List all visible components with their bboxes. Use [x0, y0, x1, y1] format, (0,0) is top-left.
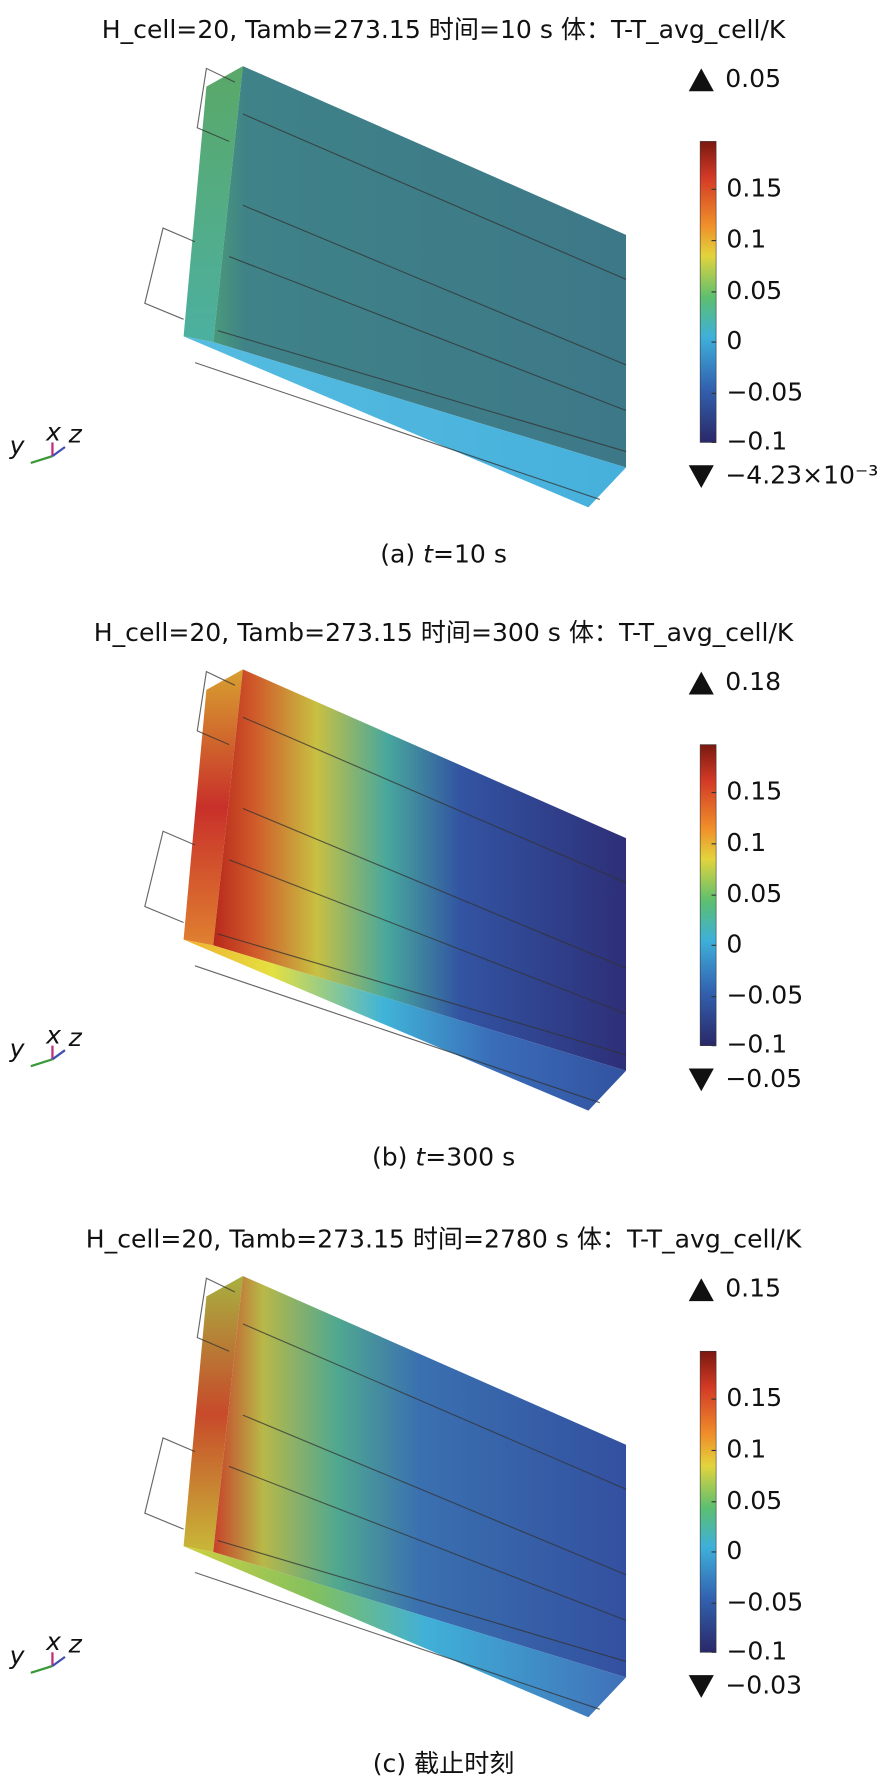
edge-line	[228, 1465, 627, 1621]
colorbar-tick-label: 0.05	[726, 1486, 782, 1515]
caption-part: t	[423, 539, 434, 568]
edge-line	[242, 807, 627, 969]
edge-line	[194, 965, 600, 1104]
tab	[196, 67, 236, 142]
min-marker	[688, 1675, 714, 1698]
caption: (b) t=300 s	[372, 1143, 515, 1172]
bottom-face	[183, 336, 627, 508]
colorbar-tick-label: −0.1	[726, 426, 787, 455]
axis-arrow	[51, 1049, 66, 1061]
left-face	[183, 66, 243, 343]
left-face	[183, 1276, 243, 1552]
edge-line	[217, 933, 627, 1056]
edge-line	[194, 362, 600, 500]
panel: H_cell=20, Tamb=273.15 时间=2780 s 体：T-T_a…	[9, 1225, 804, 1779]
axis-arrow	[51, 1655, 66, 1667]
min-marker	[688, 465, 714, 489]
front-face	[213, 669, 627, 1071]
panel: H_cell=20, Tamb=273.15 时间=10 s 体：T-T_avg…	[9, 15, 879, 569]
axis-arrow	[51, 446, 66, 458]
edge-line	[194, 1571, 600, 1710]
edge-line	[242, 716, 627, 884]
edge-line	[242, 113, 627, 280]
colorbar-tick-label: 0.15	[726, 173, 782, 202]
caption-part: =300 s	[425, 1143, 515, 1172]
battery	[144, 66, 627, 508]
axis-label: x	[45, 1021, 62, 1050]
max-label: 0.15	[725, 1274, 781, 1303]
axis-label: x	[45, 417, 62, 446]
tab	[144, 227, 196, 320]
battery	[144, 669, 627, 1111]
caption-part: t	[415, 1143, 426, 1172]
bottom-face	[183, 939, 627, 1111]
tab	[144, 1437, 196, 1530]
tab	[196, 670, 236, 746]
max-label: 0.05	[725, 64, 781, 93]
caption-part: =10 s	[433, 539, 507, 568]
colorbar-tick-label: 0.05	[726, 276, 782, 305]
colorbar-tick-label: −0.1	[726, 1030, 787, 1059]
axis-arrow	[30, 1058, 53, 1068]
colorbar-tick-label: 0.15	[726, 777, 782, 806]
caption-part: (b)	[372, 1143, 415, 1172]
axis-label: x	[45, 1627, 62, 1656]
panel-title: H_cell=20, Tamb=273.15 时间=300 s 体：T-T_av…	[94, 618, 794, 647]
axis-label: z	[68, 420, 83, 449]
edge-line	[242, 1414, 627, 1576]
colorbar-tick-label: 0	[726, 929, 742, 958]
colorbar-tick-label: −0.1	[726, 1636, 787, 1665]
axis-label: y	[9, 431, 26, 460]
front-face	[213, 66, 627, 468]
axis-arrow	[30, 455, 53, 465]
colorbar-tick-label: 0.1	[726, 1434, 766, 1463]
tab	[144, 830, 196, 924]
caption-part: (c) 截止时刻	[373, 1749, 515, 1778]
min-label: −0.03	[725, 1671, 802, 1700]
colorbar-tick-label: 0.05	[726, 879, 782, 908]
caption: (c) 截止时刻	[373, 1749, 515, 1778]
panel-title: H_cell=20, Tamb=273.15 时间=10 s 体：T-T_avg…	[102, 15, 786, 44]
caption-part: (a)	[380, 539, 423, 568]
axis-label: y	[9, 1641, 26, 1670]
battery	[144, 1276, 627, 1718]
left-face	[183, 669, 243, 946]
panels: H_cell=20, Tamb=273.15 时间=10 s 体：T-T_avg…	[9, 15, 879, 1778]
panel: H_cell=20, Tamb=273.15 时间=300 s 体：T-T_av…	[9, 618, 804, 1172]
axis-label: y	[9, 1034, 26, 1063]
axis-arrow	[30, 1664, 53, 1674]
edge-line	[228, 256, 627, 412]
tab	[196, 1277, 236, 1352]
front-face	[213, 1276, 627, 1678]
edge-line	[217, 1540, 627, 1662]
bottom-face	[183, 1546, 627, 1718]
colorbar-tick-label: 0.1	[726, 225, 766, 254]
min-label: −4.23×10⁻³	[725, 461, 878, 490]
edge-line	[217, 330, 627, 453]
caption: (a) t=10 s	[380, 539, 507, 568]
min-marker	[688, 1068, 714, 1092]
max-marker	[688, 68, 714, 92]
colorbar-tick-label: −0.05	[726, 981, 803, 1010]
max-label: 0.18	[725, 667, 781, 696]
colorbar-tick-label: 0.15	[726, 1383, 782, 1412]
colorbar-tick-label: 0	[726, 326, 742, 355]
axis-label: z	[68, 1629, 83, 1658]
edge-line	[242, 1323, 627, 1490]
edge-line	[228, 859, 627, 1015]
max-marker	[688, 671, 714, 695]
axis-label: z	[68, 1023, 83, 1052]
colorbar-tick-label: 0.1	[726, 828, 766, 857]
max-marker	[688, 1278, 714, 1302]
colorbar-tick-label: 0	[726, 1536, 742, 1565]
panel-title: H_cell=20, Tamb=273.15 时间=2780 s 体：T-T_a…	[86, 1225, 802, 1254]
edge-line	[242, 204, 627, 366]
min-label: −0.05	[725, 1064, 802, 1093]
colorbar-tick-label: −0.05	[726, 1587, 803, 1616]
colorbar-tick-label: −0.05	[726, 377, 803, 406]
